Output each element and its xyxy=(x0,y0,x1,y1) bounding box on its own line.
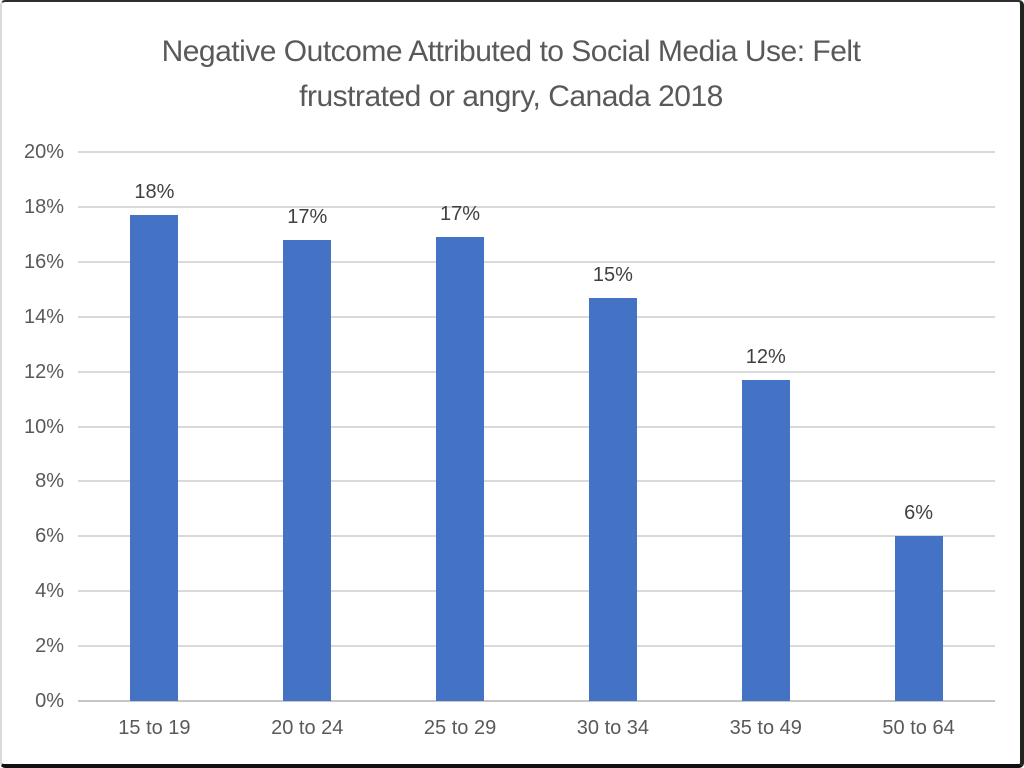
y-tick-label: 0% xyxy=(35,690,64,712)
x-tick-label: 35 to 49 xyxy=(729,717,802,739)
gridline xyxy=(78,590,995,593)
x-tick-label: 20 to 24 xyxy=(271,717,344,739)
x-tick-label: 25 to 29 xyxy=(423,717,497,739)
gridline xyxy=(78,480,995,483)
bar xyxy=(894,536,943,701)
chart-title: Negative Outcome Attributed to Social Me… xyxy=(62,29,960,119)
bar-value-label: 17% xyxy=(287,205,328,228)
gridline xyxy=(78,535,995,538)
gridline xyxy=(78,205,995,208)
gridline xyxy=(78,645,995,648)
chart-title-line-2: frustrated or angry, Canada 2018 xyxy=(299,80,723,113)
y-tick-label: 14% xyxy=(23,305,64,328)
bar xyxy=(130,215,179,701)
y-tick-label: 20% xyxy=(23,141,64,163)
bar-value-label: 12% xyxy=(745,345,786,368)
x-tick-label: 30 to 34 xyxy=(576,717,650,739)
bar-value-label: 17% xyxy=(440,203,481,226)
bar-value-label: 18% xyxy=(134,181,175,204)
bar xyxy=(588,297,637,701)
gridline xyxy=(78,370,995,373)
gridline xyxy=(78,260,995,263)
y-tick-label: 2% xyxy=(35,635,64,658)
gridline xyxy=(78,315,995,318)
y-tick-label: 8% xyxy=(35,470,64,493)
gridline xyxy=(78,151,995,153)
bar xyxy=(741,379,790,701)
plot-area: 0% 2% 4% 6% 8% 10% 12% 14% 16% 18% 20% 18% 15 to 19 1… xyxy=(24,142,995,738)
y-tick-label: 6% xyxy=(35,525,64,548)
bar xyxy=(283,239,332,701)
y-tick-label: 10% xyxy=(23,415,64,438)
y-tick-label: 4% xyxy=(35,580,64,603)
bar-value-label: 15% xyxy=(592,263,633,286)
y-tick-label: 12% xyxy=(23,360,64,383)
x-tick-label: 50 to 64 xyxy=(882,717,955,739)
bar xyxy=(436,237,485,701)
x-axis-line xyxy=(78,700,995,702)
gridline xyxy=(78,425,995,428)
chart-title-line-1: Negative Outcome Attributed to Social Me… xyxy=(161,35,861,68)
y-tick-label: 18% xyxy=(23,195,64,218)
x-tick-label: 15 to 19 xyxy=(118,717,191,739)
y-tick-label: 16% xyxy=(23,250,64,273)
bar-value-label: 6% xyxy=(904,502,934,525)
